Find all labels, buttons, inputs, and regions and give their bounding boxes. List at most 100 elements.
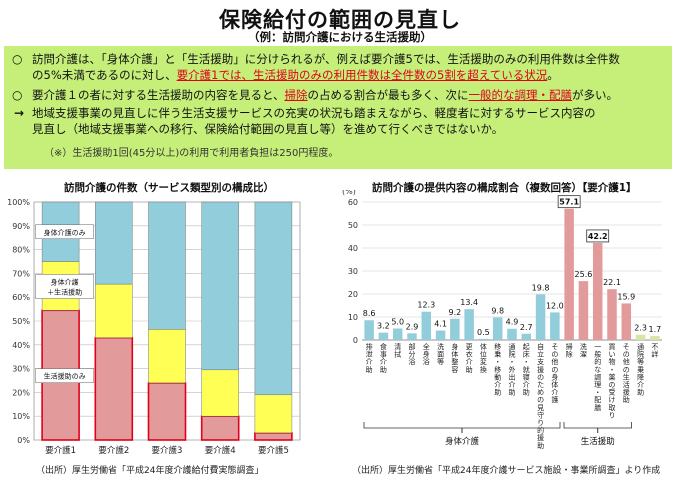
y-tick-label: 30 xyxy=(348,267,358,276)
x-tick-label: 一般的な調理・配膳 xyxy=(594,343,601,412)
x-tick-label: 要介護4 xyxy=(205,445,236,456)
bar xyxy=(464,309,474,340)
x-tick-label: 要介護1 xyxy=(45,445,76,456)
value-label: 57.1 xyxy=(559,198,579,207)
x-tick-label: 移乗・移動介助 xyxy=(494,342,501,397)
x-tick-label: 清拭 xyxy=(394,342,401,359)
x-tick-label: 不詳 xyxy=(651,343,658,359)
bar xyxy=(392,328,403,340)
value-label: 5.0 xyxy=(391,318,404,327)
y-tick-label: 20 xyxy=(348,290,358,299)
bar xyxy=(592,242,603,340)
bullet-mark: ○ xyxy=(12,52,23,66)
value-label-box xyxy=(557,195,581,209)
group-bracket xyxy=(363,422,561,429)
value-label: 4.9 xyxy=(506,318,519,327)
y-tick-label: 50 xyxy=(348,221,358,230)
y-tick-label: 0% xyxy=(17,436,30,445)
summary-line-5: 見直し（地域支援事業への移行、保険給付範囲の見直し等）を進めて行くべきではないか… xyxy=(32,122,504,136)
bar xyxy=(378,332,389,340)
bar xyxy=(535,294,546,340)
value-label: 22.1 xyxy=(603,278,621,287)
left-source: （出所）厚生労働省「平成24年度介護給付費実態調査」 xyxy=(36,466,264,476)
arrow-icon: → xyxy=(14,106,25,120)
right-chart-title: 訪問介護の提供内容の構成割合（複数回答）【要介護1】 xyxy=(372,182,637,194)
bar xyxy=(478,338,489,340)
bar xyxy=(564,208,574,340)
highlight-text: 一般的な調理・配膳 xyxy=(468,88,573,102)
x-tick-label: 通院・外出介助 xyxy=(509,342,516,397)
summary-text: が多い。 xyxy=(572,88,619,102)
x-tick-label: 身体整容 xyxy=(451,342,458,374)
legend-label-body-only-box xyxy=(35,224,94,239)
group-label: 身体介護 xyxy=(445,436,480,447)
page-subtitle: （例：訪問介護における生活援助） xyxy=(248,30,432,44)
value-label: 12.0 xyxy=(546,301,564,310)
bar xyxy=(550,312,560,340)
value-label: 2.3 xyxy=(634,324,647,333)
x-tick-label: 要介護2 xyxy=(98,445,129,456)
bar xyxy=(450,318,460,340)
note-text: （※）生活援助1回(45分以上)の利用で利用者負担は250円程度。 xyxy=(44,148,339,159)
bar-segment xyxy=(200,415,240,441)
y-tick-label: 90% xyxy=(12,222,30,231)
value-label: 19.8 xyxy=(532,283,550,292)
value-label: 0.5 xyxy=(477,328,490,337)
value-label: 12.3 xyxy=(417,301,435,310)
summary-text: 要介護１の者に対する生活援助の内容を見ると、 xyxy=(32,88,285,102)
y-tick-label: 30% xyxy=(12,365,30,374)
legend-label-life-only-box xyxy=(35,368,94,383)
right-source: （出所）厚生労働省「平成24年度介護サービス施設・事業所調査」より作成 xyxy=(352,466,661,476)
value-label: 13.4 xyxy=(460,298,478,307)
bar xyxy=(621,303,632,340)
summary-line-1: 訪問介護は、「身体介護」と「生活援助」に分けられるが、例えば要介護5では、生活援… xyxy=(32,52,620,66)
value-label: 9.8 xyxy=(491,306,504,315)
y-tick-label: 20% xyxy=(12,388,30,397)
page-title: 保険給付の範囲の見直し xyxy=(219,8,461,32)
x-tick-label: 体位変換 xyxy=(480,342,487,374)
x-tick-label: 全身浴 xyxy=(423,342,430,366)
bar xyxy=(435,330,446,340)
x-tick-label: 洗面等 xyxy=(437,342,444,366)
highlight-text: 要介護1では、生活援助のみの利用件数は全件数の5割を超えている状況 xyxy=(176,68,548,82)
y-tick-label: 40% xyxy=(12,341,30,350)
bar-segment xyxy=(201,369,239,417)
summary-box: ○ 訪問介護は、「身体介護」と「生活援助」に分けられるが、例えば要介護5では、生… xyxy=(4,46,672,169)
bar xyxy=(507,328,517,340)
summary-line-4: 地域支援事業の見直しに伴う生活支援サービスの充実の状況も踏まえながら、軽度者に対… xyxy=(32,106,596,120)
legend-label-body-life: 身体介護 xyxy=(51,277,79,286)
stacked-bar-chart: 0% 10% 20% 30% 40% 50% 60% 70% 80% 90% 100% 要介護1 要介護… xyxy=(7,198,301,456)
bar xyxy=(635,334,646,340)
bar-segment xyxy=(148,329,186,384)
bar-segment xyxy=(254,201,293,396)
x-tick-label: 要介護3 xyxy=(152,445,183,456)
legend-label-body-life: ＋生活援助 xyxy=(47,287,82,296)
y-tick-label: 60 xyxy=(348,198,358,207)
x-tick-label: 更衣介助 xyxy=(466,343,473,374)
bar-segment xyxy=(147,382,187,441)
value-label: 8.6 xyxy=(363,309,376,318)
bar xyxy=(578,281,589,340)
value-label: 2.9 xyxy=(406,322,419,331)
bar-segment xyxy=(254,394,293,434)
left-chart-title: 訪問介護の件数（サービス類型別の構成比） xyxy=(64,182,274,194)
y-tick-label: 70% xyxy=(12,269,30,278)
bar xyxy=(492,317,503,340)
bar xyxy=(521,333,532,340)
y-tick-label: 10 xyxy=(348,313,358,322)
value-label: 2.7 xyxy=(520,323,533,332)
legend-label-body-life-box xyxy=(35,274,94,299)
x-tick-label: 排泄介助 xyxy=(366,342,373,374)
bar-segment xyxy=(95,283,133,338)
bar-segment xyxy=(95,201,133,285)
bar xyxy=(650,336,660,340)
x-tick-label: その他の生活援助 xyxy=(623,343,630,404)
x-tick-label: 要介護5 xyxy=(258,445,289,456)
legend-label-life-only: 生活援助のみ xyxy=(44,372,86,381)
y-tick-label: 80% xyxy=(12,246,30,255)
value-label: 42.2 xyxy=(588,232,608,241)
value-label: 3.2 xyxy=(377,322,390,331)
summary-line-2: の5%未満であるのに対し、要介護1では、生活援助のみの利用件数は全件数の5割を超… xyxy=(32,68,559,83)
bar-segment xyxy=(201,201,239,371)
y-tick-label: 100% xyxy=(7,198,30,207)
